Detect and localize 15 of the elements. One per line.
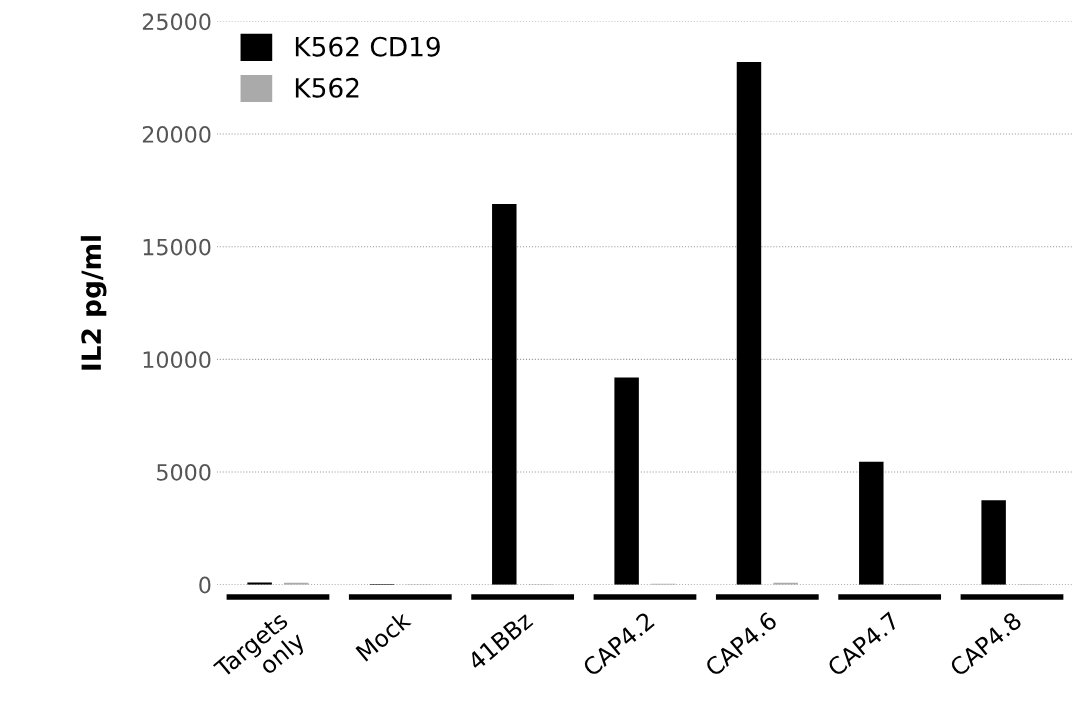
y-tick-label: 15000 bbox=[143, 238, 211, 256]
y-tick-label: 25000 bbox=[142, 13, 211, 31]
bar bbox=[247, 582, 272, 585]
legend-label: K562 bbox=[295, 77, 359, 98]
y-tick-label: 10000 bbox=[143, 351, 211, 369]
bar bbox=[736, 61, 762, 585]
y-axis-title: IL2 pg/ml bbox=[80, 236, 107, 370]
bar bbox=[981, 500, 1006, 585]
bar bbox=[859, 461, 884, 585]
y-tick-label: 0 bbox=[199, 576, 211, 594]
bar bbox=[492, 203, 517, 585]
y-tick-label: 5000 bbox=[157, 463, 211, 481]
bar bbox=[614, 377, 639, 585]
y-tick-label: 20000 bbox=[142, 125, 211, 143]
legend-label: K562 CD19 bbox=[295, 36, 440, 57]
